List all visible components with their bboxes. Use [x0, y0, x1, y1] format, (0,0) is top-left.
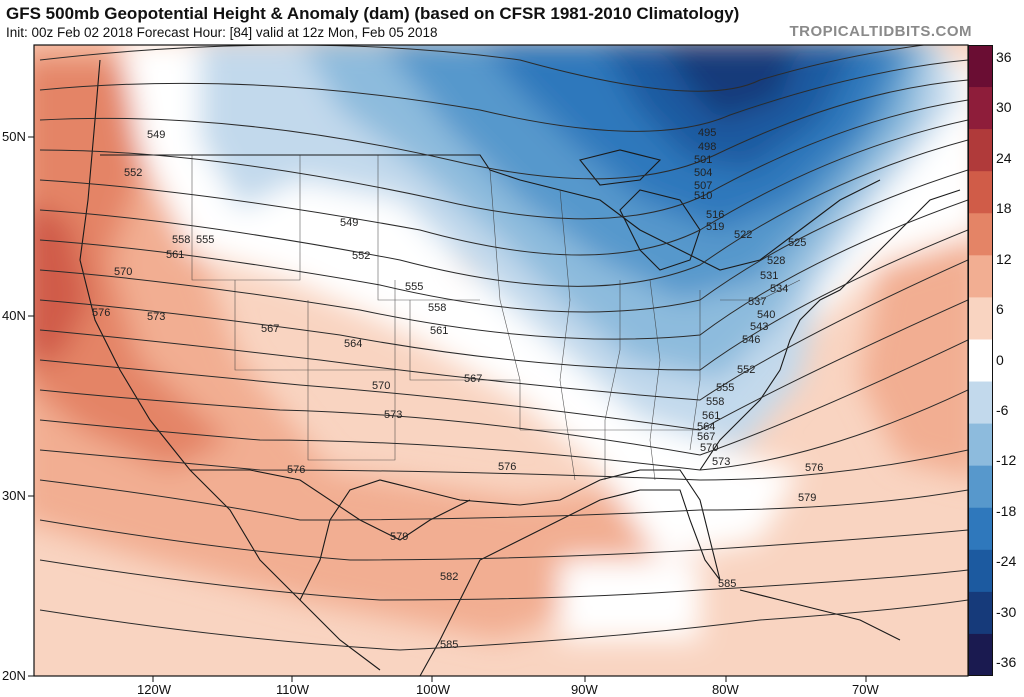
contour-label: 570: [114, 266, 132, 278]
contour-label: 528: [767, 255, 785, 267]
contour-label: 507: [694, 180, 712, 192]
colorbar-label: 18: [996, 200, 1012, 217]
contour-label: 501: [694, 154, 712, 166]
colorbar-step: [968, 507, 993, 551]
colorbar-step: [968, 129, 993, 172]
contour-label: 552: [124, 167, 142, 179]
brand-watermark: TROPICALTIDBITS.COM: [789, 23, 972, 40]
contour-label: 540: [757, 309, 775, 321]
lon-label: 90W: [571, 682, 598, 697]
lon-label: 80W: [712, 682, 739, 697]
contour-label: 510: [694, 190, 712, 202]
contour-label: 561: [702, 410, 720, 422]
contour-label: 549: [147, 129, 165, 141]
colorbar-label: -24: [996, 553, 1017, 570]
contour-label: 531: [760, 270, 778, 282]
contour-label: 576: [92, 307, 110, 319]
contour-label: 561: [430, 325, 448, 337]
contour-label: 570: [700, 442, 718, 454]
contour-label: 558: [428, 302, 446, 314]
contour-label: 552: [737, 364, 755, 376]
colorbar-step: [968, 465, 993, 509]
height-contours: [39, 45, 968, 651]
contour-label: 573: [147, 311, 165, 323]
contour-label: 534: [770, 283, 788, 295]
contour-label: 561: [166, 249, 184, 261]
contour-label: 573: [384, 409, 402, 421]
colorbar-step: [968, 339, 993, 383]
axis-ticks: [28, 136, 867, 682]
lat-label: 50N: [2, 129, 26, 144]
colorbar-label: 36: [996, 49, 1012, 65]
colorbar-label: -12: [996, 452, 1017, 469]
colorbar-step: [968, 591, 993, 635]
contour-label: 576: [805, 462, 823, 474]
colorbar-step: [968, 45, 993, 88]
contour-label: 576: [287, 464, 305, 476]
colorbar-step: [968, 381, 993, 425]
colorbar-label: -18: [996, 502, 1017, 519]
map-title: GFS 500mb Geopotential Height & Anomaly …: [6, 4, 740, 23]
contour-label: 537: [748, 296, 766, 308]
contour-label: 546: [742, 334, 760, 346]
colorbar-step: [968, 297, 993, 340]
lon-label: 110W: [276, 682, 309, 697]
contour-label: 519: [706, 221, 724, 233]
colorbar: [968, 45, 993, 676]
colorbar-label: -36: [996, 654, 1017, 670]
colorbar-step: [968, 423, 993, 467]
state-borders: [191, 155, 801, 481]
contour-label: 525: [788, 237, 806, 249]
contour-label: 573: [712, 456, 730, 468]
contour-label: 555: [716, 382, 734, 394]
lon-label: 120W: [137, 682, 171, 697]
contour-label: 567: [697, 431, 715, 443]
colorbar-label: 0: [996, 351, 1004, 368]
contour-label: 495: [698, 127, 716, 139]
contour-label: 567: [261, 323, 279, 335]
colorbar-step: [968, 213, 993, 256]
contour-label: 555: [196, 234, 214, 246]
lat-label: 40N: [2, 308, 26, 323]
colorbar-step: [968, 255, 993, 298]
contour-label: 585: [718, 578, 736, 590]
contour-label: 585: [440, 639, 458, 651]
colorbar-step: [968, 87, 993, 130]
contour-label: 555: [405, 281, 423, 293]
contour-label: 579: [798, 492, 816, 504]
map-subtitle: Init: 00z Feb 02 2018 Forecast Hour: [84…: [6, 25, 438, 40]
colorbar-label: 6: [996, 301, 1004, 318]
lat-label: 20N: [2, 668, 26, 683]
contour-label: 498: [698, 141, 716, 153]
contour-label: 558: [172, 234, 190, 246]
contour-label: 576: [498, 461, 516, 473]
colorbar-label: 30: [996, 99, 1012, 116]
contour-label: 567: [464, 373, 482, 385]
contour-label: 549: [340, 217, 358, 229]
contour-label-group: 495 498 501 504 507 510 516 519 522 525 …: [92, 127, 823, 651]
lat-label: 30N: [2, 488, 26, 503]
contour-label: 582: [440, 571, 458, 583]
colorbar-label: 24: [996, 149, 1012, 166]
colorbar-step: [968, 171, 993, 214]
lon-label: 70W: [852, 682, 879, 697]
contour-label: 570: [372, 380, 390, 392]
contour-label: 504: [694, 167, 712, 179]
lon-label: 100W: [416, 682, 450, 697]
contour-label: 552: [352, 250, 370, 262]
contour-label: 543: [750, 321, 768, 333]
colorbar-step: [968, 633, 993, 676]
contour-label: 516: [706, 209, 724, 221]
colorbar-label: 12: [996, 250, 1012, 267]
anomaly-field: [34, 45, 968, 676]
colorbar-label: -30: [996, 603, 1017, 620]
contour-label: 558: [706, 396, 724, 408]
contour-label: 579: [390, 531, 408, 543]
colorbar-step: [968, 549, 993, 593]
colorbar-label: -6: [996, 401, 1009, 418]
contour-label: 522: [734, 229, 752, 241]
contour-label: 564: [344, 338, 362, 350]
contour-label: 564: [697, 421, 715, 433]
